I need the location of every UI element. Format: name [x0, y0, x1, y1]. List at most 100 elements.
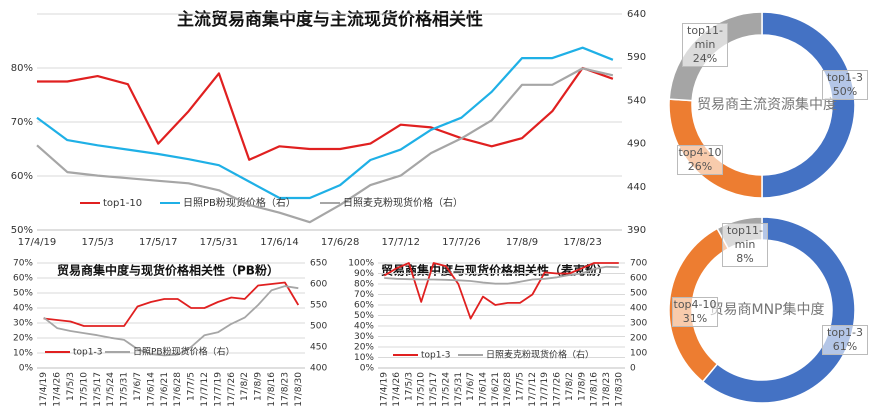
series-line [36, 67, 614, 224]
series-line [384, 265, 619, 285]
series-line [383, 262, 619, 320]
legend-label: top1-10 [103, 198, 142, 209]
label-value: 31% [682, 312, 708, 325]
data-label: top1-3 61% [822, 325, 868, 355]
y-tick-label: 60% [13, 274, 33, 284]
x-tick-label: 17/4/19 [39, 372, 49, 407]
x-tick-label: 17/8/9 [577, 372, 587, 401]
y-tick-label: 70% [354, 290, 374, 300]
y-tick-label: 30% [13, 319, 33, 329]
y-tick-label: 40% [354, 322, 374, 332]
donut-title: 贸易商MNP集中度 [710, 301, 825, 318]
y-tick-label: 10% [354, 353, 374, 363]
x-tick-label: 17/7/26 [227, 372, 237, 407]
x-tick-label: 17/5/10 [79, 372, 89, 407]
data-label: top1-3 50% [822, 70, 868, 100]
label-category: top4-10 [678, 146, 722, 159]
y-tick-label: 20% [354, 343, 374, 353]
x-tick-label: 17/4/19 [380, 372, 390, 407]
y-tick-label: 90% [354, 269, 374, 279]
x-tick-label: 17/6/7 [133, 372, 143, 401]
x-tick-label: 17/5/31 [120, 372, 130, 407]
series-line [36, 46, 614, 200]
x-tick-label: 17/5/3 [66, 372, 76, 401]
y-tick-label: 80% [354, 280, 374, 290]
y2-tick-label: 650 [310, 259, 327, 269]
x-tick-label: 17/8/16 [267, 372, 277, 407]
x-tick-label: 17/7/19 [540, 372, 550, 407]
x-tick-label: 17/5/3 [82, 237, 114, 248]
label-value: 50% [832, 85, 858, 98]
label-value: 61% [832, 340, 858, 353]
x-tick-label: 17/5/24 [441, 372, 451, 407]
data-label: top4-10 31% [672, 297, 718, 327]
x-tick-label: 17/8/30 [294, 372, 304, 407]
series-line [37, 66, 614, 161]
x-tick-label: 17/5/31 [454, 372, 464, 407]
y2-tick-label: 550 [310, 301, 327, 311]
chart-title: 贸易商集中度与现货价格相关性（PB粉） [57, 263, 279, 278]
y2-tick-label: 100 [630, 349, 647, 359]
y2-tick-label: 700 [630, 259, 647, 269]
x-tick-label: 17/5/17 [139, 237, 178, 248]
x-tick-label: 17/4/19 [18, 237, 57, 248]
label-value: 26% [687, 160, 713, 173]
y-tick-label: 70% [11, 117, 33, 128]
y2-tick-label: 500 [630, 289, 647, 299]
series-line [43, 281, 300, 327]
y-tick-label: 40% [13, 304, 33, 314]
legend-label: 日照麦克粉现货价格（右） [343, 196, 463, 209]
y-tick-label: 50% [11, 225, 33, 236]
x-tick-label: 17/4/26 [392, 372, 402, 407]
y-tick-label: 0% [19, 364, 34, 374]
x-tick-label: 17/8/9 [506, 237, 538, 248]
x-tick-label: 17/5/10 [417, 372, 427, 407]
y-tick-label: 20% [13, 334, 33, 344]
x-tick-label: 17/6/14 [260, 237, 299, 248]
y2-tick-label: 450 [310, 343, 327, 353]
y2-tick-label: 400 [310, 364, 327, 374]
x-tick-label: 17/6/21 [160, 372, 170, 407]
x-tick-label: 17/7/19 [213, 372, 223, 407]
x-tick-label: 17/7/5 [187, 372, 197, 401]
x-tick-label: 17/8/16 [590, 372, 600, 407]
donut-segment [701, 216, 856, 404]
chart-title: 主流贸易商集中度与主流现货价格相关性 [177, 9, 483, 30]
x-tick-label: 17/5/24 [106, 372, 116, 407]
x-tick-label: 17/6/28 [173, 372, 183, 407]
x-tick-label: 17/6/14 [146, 372, 156, 407]
y2-tick-label: 0 [630, 364, 636, 374]
y-tick-label: 70% [13, 259, 33, 269]
y2-tick-label: 400 [630, 304, 647, 314]
y-tick-label: 60% [11, 171, 33, 182]
x-tick-label: 17/6/28 [503, 372, 513, 407]
y2-tick-label: 500 [310, 322, 327, 332]
x-tick-label: 17/8/30 [614, 372, 624, 407]
y2-tick-label: 600 [310, 280, 327, 290]
x-tick-label: 17/7/12 [381, 237, 420, 248]
data-label: top11-min 8% [722, 223, 768, 267]
y-tick-label: 10% [13, 349, 33, 359]
series-line [43, 285, 299, 357]
y-tick-label: 80% [11, 63, 33, 74]
x-tick-label: 17/6/21 [491, 372, 501, 407]
y-tick-label: 100% [348, 259, 374, 269]
label-category: top1-3 [827, 326, 863, 339]
label-value: 8% [736, 252, 754, 265]
x-tick-label: 17/8/23 [280, 372, 290, 407]
y2-tick-label: 600 [630, 274, 647, 284]
label-value: 24% [692, 52, 718, 65]
legend-label: top1-3 [421, 351, 450, 361]
x-tick-label: 17/7/26 [442, 237, 481, 248]
data-label: top11-min 24% [682, 23, 728, 67]
label-category: top11-min [687, 24, 723, 51]
y2-tick-label: 390 [627, 225, 646, 236]
legend-label: top1-3 [73, 348, 102, 358]
y-tick-label: 50% [13, 289, 33, 299]
label-category: top11-min [727, 224, 763, 251]
x-tick-label: 17/7/12 [200, 372, 210, 407]
legend-label: 日照PB粉现货价格（右） [183, 196, 296, 209]
legend-label: 日照PB粉现货价格（右） [133, 346, 235, 358]
